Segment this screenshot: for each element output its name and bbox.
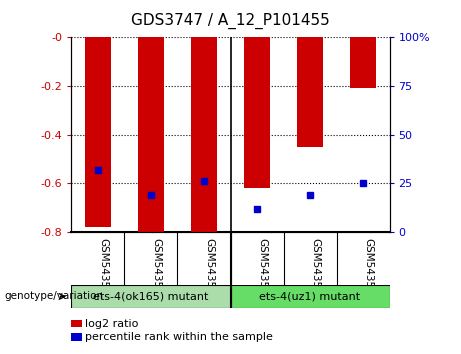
Text: percentile rank within the sample: percentile rank within the sample: [85, 332, 273, 342]
Bar: [350, 37, 376, 88]
Text: GSM543591: GSM543591: [257, 238, 267, 302]
Bar: [138, 37, 164, 232]
Text: genotype/variation: genotype/variation: [5, 291, 104, 302]
Bar: [71, 320, 82, 327]
Text: ets-4(uz1) mutant: ets-4(uz1) mutant: [260, 291, 361, 302]
Text: GSM543593: GSM543593: [310, 238, 320, 302]
Text: GSM543594: GSM543594: [204, 238, 214, 302]
Bar: [71, 333, 82, 341]
Text: GSM543595: GSM543595: [363, 238, 373, 302]
Bar: [191, 37, 217, 232]
Text: GSM543590: GSM543590: [98, 238, 108, 302]
Bar: [244, 37, 270, 188]
Bar: [230, 285, 390, 308]
Text: GDS3747 / A_12_P101455: GDS3747 / A_12_P101455: [131, 12, 330, 29]
Bar: [85, 37, 111, 227]
Text: log2 ratio: log2 ratio: [85, 319, 139, 329]
Text: GSM543592: GSM543592: [151, 238, 161, 302]
Bar: [71, 285, 230, 308]
Bar: [297, 37, 323, 147]
Text: ets-4(ok165) mutant: ets-4(ok165) mutant: [93, 291, 209, 302]
